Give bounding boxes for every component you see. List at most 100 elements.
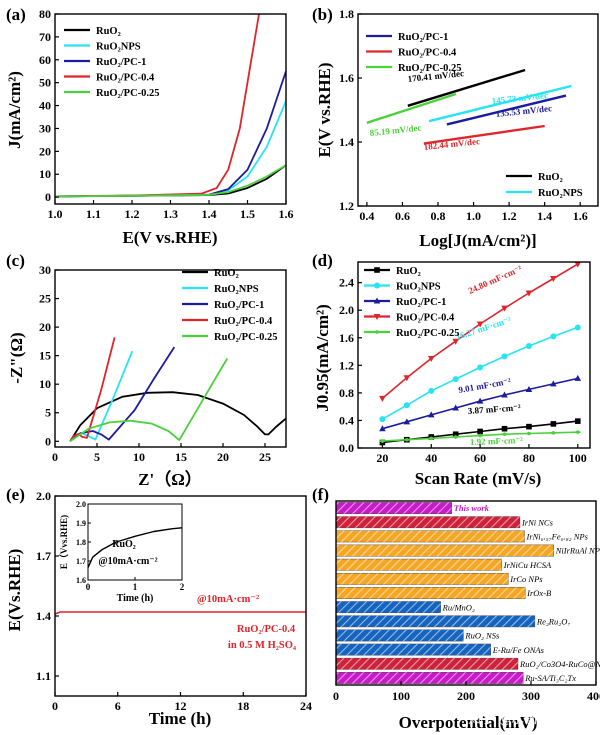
panel-d-point [379,416,386,423]
panel-e-xlabel: Time (h) [149,709,212,728]
panel-f-bar-label: NiIrRuAl NPNWs [555,546,600,556]
panel-c-ylabel: -Z"(Ω) [7,332,26,383]
panel-d-label: (d) [312,251,333,270]
panel-d-slope-label: 24.80 mF·cm⁻² [467,263,524,296]
panel-a-legend-3-text: RuO₂/PC-0.4 [96,73,155,84]
panel-e-xtick-label: 18 [237,699,249,713]
panel-d-legend-3-text: RuO₂/PC-0.4 [396,313,455,324]
panel-a-plot: 1.0 1.1 1.2 1.3 1.4 1.5 1.6 0 10 20 30 40 50 60 70 80 Ru… [39,7,294,221]
panel-c-xtick-label: 15 [175,450,187,464]
panel-f-bar-hatch [336,573,509,585]
panel-a-xtick-label: 1.0 [48,207,63,221]
panel-e-inset-ytick-label: 1.8 [76,538,86,547]
panel-a-ytick-label: 50 [39,76,51,90]
panel-d-point [501,425,508,432]
panel-d-xlabel: Scan Rate (mV/s) [415,469,542,488]
panel-a-legend-0-text: RuO₂ [96,26,121,37]
panel-c-legend-1-text: RuO₂NPS [214,284,259,295]
panel-d-point [477,428,483,435]
panel-d-point [574,261,582,268]
panel-d-point [378,439,386,444]
panel-d-slope-label: 16.27 mF·cm⁻² [455,315,513,342]
panel-d: (d) 24.80 mF·cm⁻² 16.27 mF·cm⁻² 9.01 mF·cm… [312,251,591,488]
panel-e-ytick-label: 2.0 [36,489,51,503]
panel-d-point [525,343,532,350]
panel-b-legend-top-1-text: RuO₂/PC-0.4 [398,48,457,59]
panel-f: (f) This work IrNi NCs IrNi₀.₅₇Fe₀.₈₂ NPs N… [312,485,600,732]
panel-e-xtick-label: 0 [52,699,58,713]
panel-a-xtick-label: 1.6 [279,207,294,221]
panel-f-label: (f) [312,485,329,504]
panel-d-point [452,404,459,411]
panel-b-ytick-label: 1.4 [339,135,354,149]
panel-e-inset-xtick-label: 0 [86,582,91,592]
panel-f-bar-hatch [336,643,491,656]
panel-d-point [550,333,557,340]
panel-f-bar-label: E-Ru/Fe ONAs [492,645,545,655]
panel-d-point [550,276,557,283]
panel-f-bar-hatch [336,587,526,599]
panel-d-frame [357,261,591,449]
panel-d-point [501,432,509,437]
panel-d-legend-1-text: RuO₂NPS [396,282,441,293]
panel-b-ytick-label: 1.2 [339,199,354,213]
panel-a-xtick-label: 1.3 [163,207,178,221]
panel-b-fit-line [423,124,545,145]
panel-a-ytick-label: 80 [39,7,51,21]
panel-c-frame [54,269,287,448]
panel-a-ytick-label: 40 [39,99,51,113]
panel-f-plot: This work IrNi NCs IrNi₀.₅₇Fe₀.₈₂ NPs NiIrR… [333,500,600,703]
panel-e-ytick-label: 1.7 [36,549,51,563]
panel-d-xtick-label: 40 [425,451,437,465]
panel-a-ytick-label: 10 [39,167,51,181]
panel-c-series-line [69,337,116,442]
panel-d-point [427,355,435,362]
panel-d-legend-0-marker [374,267,380,273]
panel-f-bar-label: Ru-SA/Ti₃C₂Tx [524,673,576,683]
panel-b-xtick-label: 1.0 [466,209,481,223]
panel-d-legend-2-text: RuO₂/PC-1 [396,297,446,308]
panel-e-note-electrolyte: in 0.5 M H₂SO₄ [228,640,297,651]
panel-d-xtick-label: 60 [474,451,486,465]
panel-b-xtick-label: 0.4 [359,209,374,223]
panel-a-ylabel: J(mA/cm²) [5,71,24,149]
panel-f-bar-hatch [336,629,464,642]
panel-c: (c) 0 5 10 15 20 25 0 5 10 15 20 25 30 RuO₂ RuO₂NPS RuO… [6,251,287,489]
panel-d-legend-4-text: RuO₂/PC-0.25 [396,328,460,339]
panel-a-ytick-label: 70 [39,30,51,44]
panel-e-ytick-label: 1.4 [36,609,51,623]
panel-d-plot: 24.80 mF·cm⁻² 16.27 mF·cm⁻² 9.01 mF·cm⁻² 3.… [339,261,591,465]
panel-d-point [476,433,484,438]
panel-c-xtick-label: 0 [52,450,58,464]
panel-a-label: (a) [6,5,26,24]
panel-c-legend-3-text: RuO₂/PC-0.4 [214,316,273,327]
panel-c-legend-0-text: RuO₂ [214,268,239,279]
panel-c-legend-2-text: RuO₂/PC-1 [214,300,264,311]
panel-d-legend-2-marker [373,297,381,304]
panel-e-xtick-label: 6 [115,699,121,713]
panel-f-xtick-label: 100 [392,689,410,703]
panel-d-ylabel: J0.95(mA/cm²) [313,304,332,412]
panel-e-inset-ylabel: E（Vvs.RHE) [59,515,69,569]
panel-d-ytick-label: 2.4 [339,276,354,290]
panel-d-point [476,321,484,328]
panel-a-series-line [55,100,286,198]
panel-c-ytick-label: 15 [39,349,51,363]
panel-c-xtick-label: 5 [94,450,100,464]
panel-b-fit-line [428,84,572,123]
panel-c-lines [69,337,286,443]
panel-f-bar-hatch [336,516,520,528]
panel-f-bar-hatch [336,530,525,543]
panel-e-inset-xtick-label: 2 [180,582,185,592]
panel-f-xtick-label: 200 [457,689,475,703]
panel-c-ytick-label: 10 [39,377,51,391]
watermark: 知乎 @水画 [468,712,538,727]
panel-c-xlabel: Z'（Ω） [138,469,202,489]
panel-b-slope-label: 135.53 mV/dec [495,103,552,119]
panel-d-point [526,423,532,430]
panel-d-point [476,397,484,404]
panel-a: (a) 1.0 1.1 1.2 1.3 1.4 1.5 1.6 0 10 20 30 40 50 60 70… [5,5,294,247]
panel-c-ytick-label: 0 [45,434,51,448]
panel-e-xtick-label: 12 [175,699,187,713]
